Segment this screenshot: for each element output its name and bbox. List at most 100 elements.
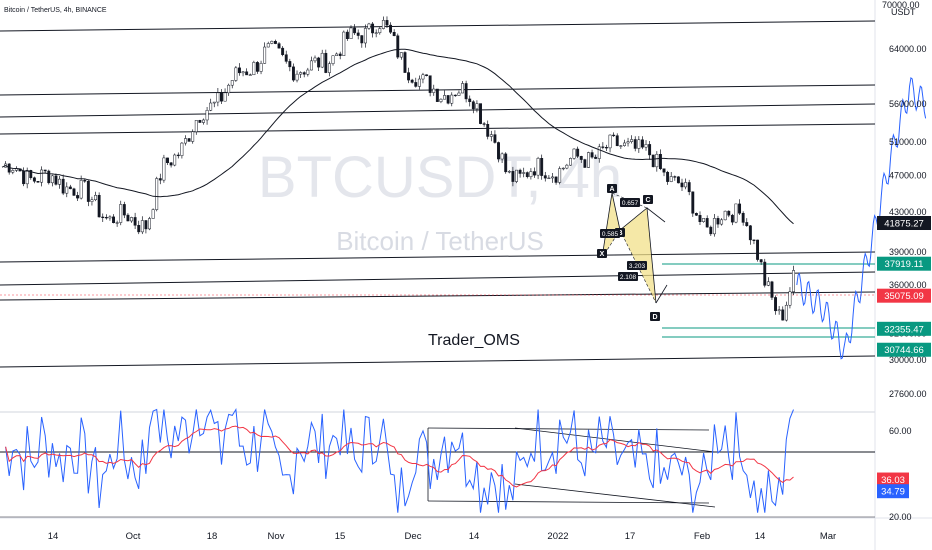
candle[interactable]: [83, 180, 87, 182]
candle[interactable]: [151, 209, 155, 219]
candle[interactable]: [47, 170, 51, 184]
candle[interactable]: [489, 134, 493, 137]
candle[interactable]: [630, 139, 634, 142]
candle[interactable]: [410, 79, 414, 83]
candle[interactable]: [281, 47, 285, 55]
candle[interactable]: [543, 175, 547, 179]
candle[interactable]: [425, 74, 429, 76]
candle[interactable]: [173, 154, 177, 166]
candle[interactable]: [327, 63, 331, 73]
candle[interactable]: [97, 195, 101, 218]
candle[interactable]: [166, 157, 169, 164]
candle[interactable]: [590, 152, 594, 158]
candle[interactable]: [335, 53, 339, 56]
candle[interactable]: [669, 176, 673, 182]
candle[interactable]: [36, 181, 40, 183]
candle[interactable]: [752, 239, 756, 241]
price-axis[interactable]: 70000.00 USDT 64000.00 56000.00 51000.00 47…: [877, 0, 931, 522]
candle[interactable]: [587, 152, 590, 168]
candle[interactable]: [551, 176, 554, 179]
candle[interactable]: [579, 156, 583, 160]
candle[interactable]: [651, 154, 655, 168]
candle[interactable]: [493, 134, 497, 143]
candle[interactable]: [644, 144, 648, 148]
candlestick-series[interactable]: [4, 16, 795, 322]
candle[interactable]: [745, 222, 749, 227]
candle[interactable]: [770, 281, 774, 298]
price-badge[interactable]: [877, 321, 931, 336]
candle[interactable]: [482, 123, 486, 125]
candle[interactable]: [248, 74, 252, 76]
candle[interactable]: [536, 158, 540, 176]
candle[interactable]: [529, 171, 533, 177]
candle[interactable]: [162, 157, 166, 181]
candle[interactable]: [299, 72, 303, 75]
candle[interactable]: [637, 139, 641, 149]
candle[interactable]: [450, 94, 454, 104]
candle[interactable]: [558, 168, 562, 183]
candle[interactable]: [547, 177, 551, 180]
candle[interactable]: [576, 148, 580, 157]
candle[interactable]: [457, 92, 461, 96]
candle[interactable]: [252, 62, 256, 76]
candle[interactable]: [212, 101, 216, 104]
candle[interactable]: [648, 144, 652, 156]
candle[interactable]: [306, 69, 310, 75]
candle[interactable]: [115, 222, 119, 224]
candle[interactable]: [533, 171, 536, 176]
candle[interactable]: [263, 46, 267, 64]
candle[interactable]: [748, 225, 752, 241]
price-badge[interactable]: [877, 216, 931, 231]
candle[interactable]: [680, 182, 684, 188]
candle[interactable]: [65, 186, 69, 194]
candle[interactable]: [72, 188, 76, 196]
candle[interactable]: [288, 61, 292, 68]
candle[interactable]: [374, 32, 378, 34]
candle[interactable]: [716, 218, 720, 225]
resistance-line[interactable]: [0, 123, 876, 135]
candle[interactable]: [133, 217, 137, 226]
candle[interactable]: [784, 304, 788, 321]
candle[interactable]: [119, 204, 123, 223]
candle[interactable]: [604, 147, 608, 149]
candle[interactable]: [608, 134, 612, 149]
rsi-trendline[interactable]: [427, 500, 710, 504]
candle[interactable]: [234, 67, 238, 81]
candle[interactable]: [338, 53, 342, 56]
candle[interactable]: [633, 139, 637, 149]
support-line[interactable]: [0, 291, 876, 301]
candle[interactable]: [25, 170, 29, 185]
candle[interactable]: [245, 71, 249, 76]
candle[interactable]: [655, 153, 659, 168]
candle[interactable]: [216, 92, 220, 103]
candle[interactable]: [126, 214, 130, 222]
candle[interactable]: [342, 31, 346, 56]
candle[interactable]: [504, 153, 508, 173]
candle[interactable]: [324, 52, 328, 73]
candle[interactable]: [396, 35, 400, 58]
candle[interactable]: [302, 72, 306, 75]
candle[interactable]: [43, 169, 47, 172]
candle[interactable]: [184, 138, 187, 144]
candle[interactable]: [561, 167, 565, 170]
candle[interactable]: [684, 182, 688, 188]
candle[interactable]: [658, 153, 662, 170]
candle[interactable]: [122, 204, 126, 216]
candle[interactable]: [640, 139, 644, 148]
candle[interactable]: [367, 23, 371, 29]
candle[interactable]: [453, 94, 457, 97]
candle[interactable]: [619, 145, 623, 147]
candle[interactable]: [515, 169, 518, 182]
candle[interactable]: [158, 178, 162, 181]
candle[interactable]: [169, 162, 173, 166]
candle[interactable]: [511, 171, 515, 182]
moving-average-line[interactable]: [1, 48, 794, 225]
candle[interactable]: [392, 32, 396, 37]
candle[interactable]: [140, 220, 144, 233]
candle[interactable]: [720, 219, 724, 225]
candle[interactable]: [475, 103, 479, 110]
candle[interactable]: [673, 176, 677, 178]
candle[interactable]: [112, 216, 115, 224]
candle[interactable]: [734, 203, 738, 223]
candle[interactable]: [500, 153, 504, 160]
